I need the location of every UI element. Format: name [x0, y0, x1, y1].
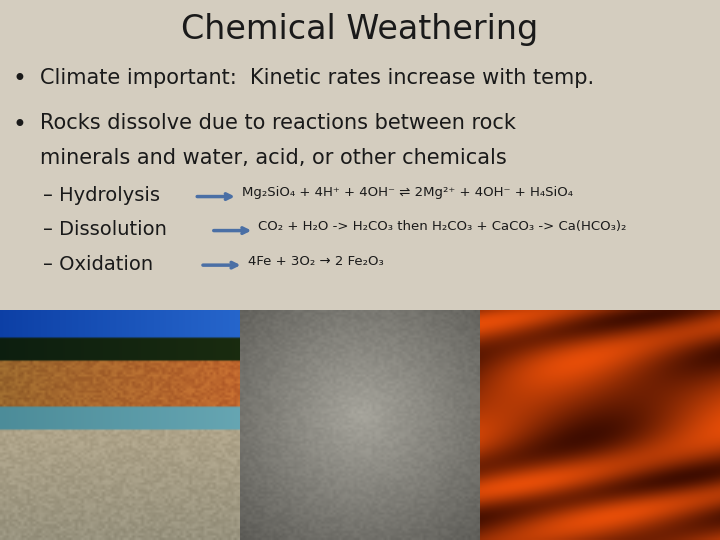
Text: Rocks dissolve due to reactions between rock: Rocks dissolve due to reactions between … — [40, 113, 516, 133]
FancyArrowPatch shape — [214, 228, 248, 233]
Text: •: • — [13, 68, 27, 91]
Text: – Dissolution: – Dissolution — [43, 220, 167, 239]
FancyArrowPatch shape — [203, 262, 237, 268]
Text: minerals and water, acid, or other chemicals: minerals and water, acid, or other chemi… — [40, 148, 506, 168]
Text: Mg₂SiO₄ + 4H⁺ + 4OH⁻ ⇌ 2Mg²⁺ + 4OH⁻ + H₄SiO₄: Mg₂SiO₄ + 4H⁺ + 4OH⁻ ⇌ 2Mg²⁺ + 4OH⁻ + H₄… — [242, 186, 573, 199]
Text: – Hydrolysis: – Hydrolysis — [43, 186, 160, 205]
Text: Climate important:  Kinetic rates increase with temp.: Climate important: Kinetic rates increas… — [40, 68, 594, 87]
Text: Chemical Weathering: Chemical Weathering — [181, 14, 539, 46]
Text: – Oxidation: – Oxidation — [43, 255, 153, 274]
Text: 4Fe + 3O₂ → 2 Fe₂O₃: 4Fe + 3O₂ → 2 Fe₂O₃ — [248, 255, 384, 268]
Text: CO₂ + H₂O -> H₂CO₃ then H₂CO₃ + CaCO₃ -> Ca(HCO₃)₂: CO₂ + H₂O -> H₂CO₃ then H₂CO₃ + CaCO₃ ->… — [258, 220, 626, 233]
Text: •: • — [13, 113, 27, 137]
FancyArrowPatch shape — [197, 194, 231, 199]
